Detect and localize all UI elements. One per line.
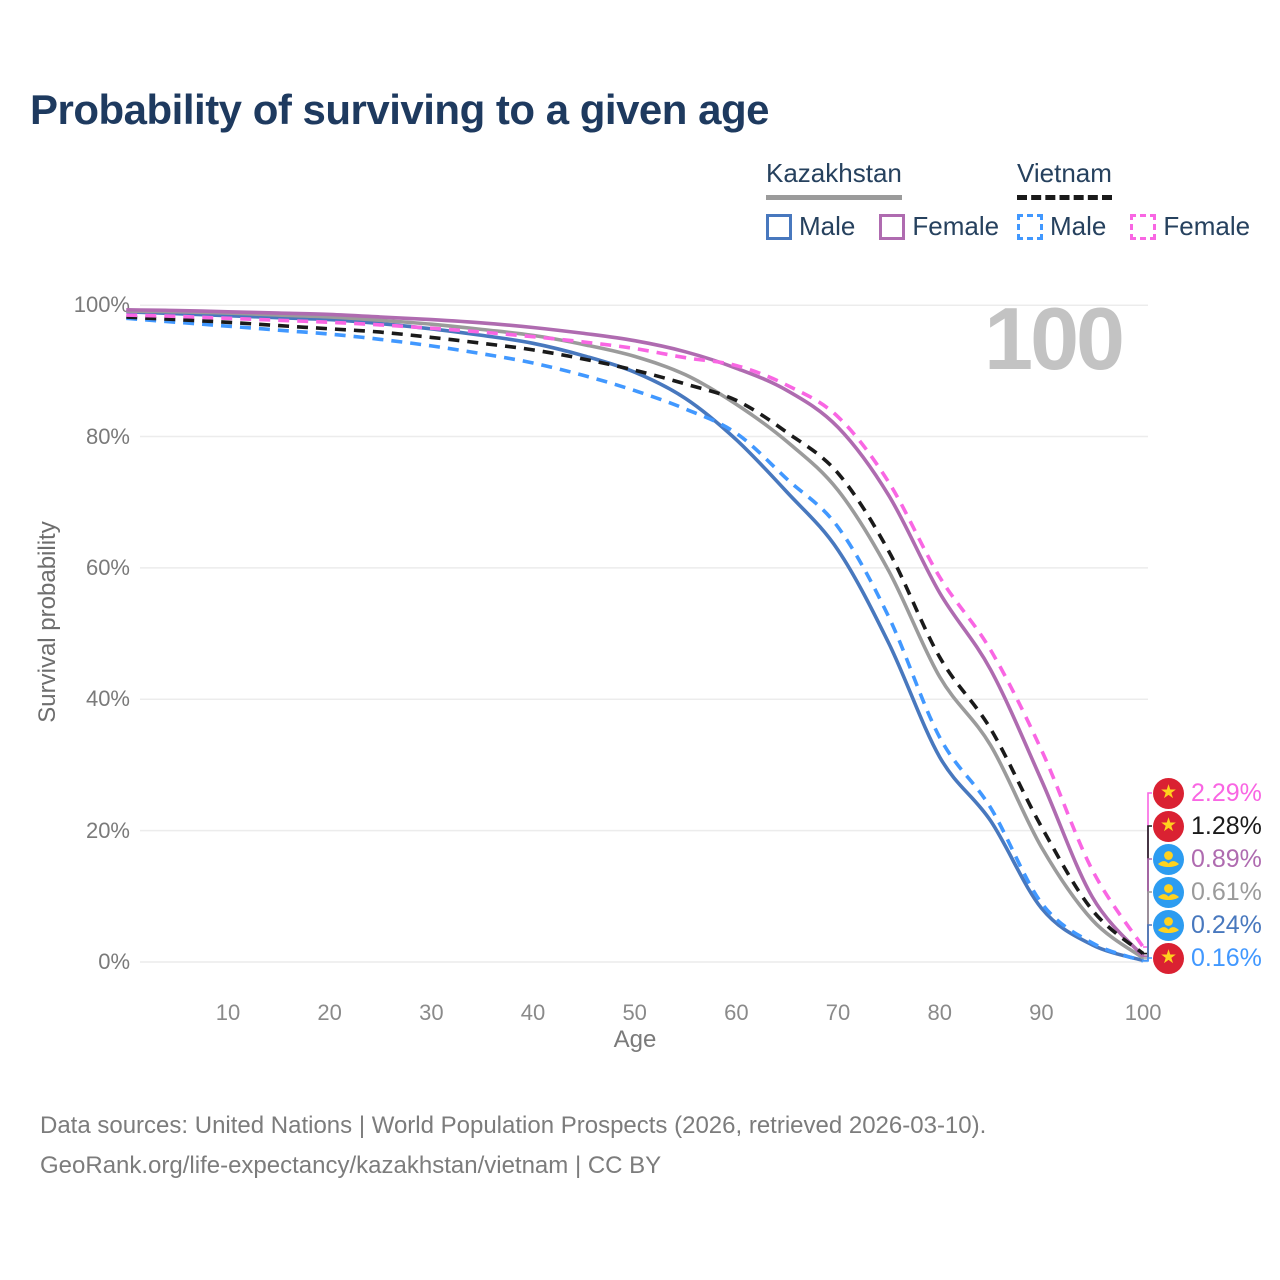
end-label-value: 1.28% (1191, 811, 1262, 840)
data-source-line-1: Data sources: United Nations | World Pop… (40, 1112, 987, 1139)
star-icon: ★ (1159, 781, 1178, 803)
end-label-value: 2.29% (1191, 778, 1262, 807)
y-tick-80%: 80% (85, 423, 130, 449)
end-label-connector-kazakhstan-male (1143, 924, 1152, 962)
y-tick-40%: 40% (85, 686, 130, 712)
end-label-vietnam-female: ★ 2.29% (1153, 777, 1262, 809)
x-tick-100: 100 (1124, 1000, 1162, 1025)
end-label-connector-vietnam-both-sexes (1143, 825, 1152, 955)
legend-group-kazakhstan: Kazakhstan Male Female (766, 158, 1023, 242)
sun-eagle-icon (1158, 916, 1179, 933)
end-label-connector-kazakhstan-female (1143, 858, 1152, 957)
sun-eagle-icon (1158, 850, 1179, 867)
chart-title: Probability of surviving to a given age (30, 86, 769, 133)
end-label-connector-vietnam-female (1143, 792, 1152, 948)
legend-item-vietnam-female[interactable]: Female (1130, 211, 1250, 242)
y-tick-20%: 20% (85, 817, 130, 843)
legend-label: Female (912, 211, 1000, 241)
legend-label: Male (1050, 211, 1107, 241)
end-label-kazakhstan-male: 0.24% (1153, 909, 1262, 941)
x-tick-90: 90 (1029, 1000, 1054, 1025)
sun-eagle-icon (1158, 883, 1179, 900)
series-line-kazakhstan-female (126, 308, 1145, 958)
legend-swatch-kazakhstan-male[interactable] (766, 213, 792, 240)
vietnam-flag-icon: ★ (1153, 777, 1184, 809)
kazakhstan-flag-icon (1153, 909, 1184, 941)
star-icon: ★ (1159, 814, 1178, 836)
y-tick-60%: 60% (85, 554, 130, 580)
legend-item-kazakhstan-female[interactable]: Female (879, 211, 999, 242)
end-label-connector-kazakhstan-both-sexes (1143, 891, 1152, 959)
x-tick-80: 80 (927, 1000, 952, 1025)
legend-item-kazakhstan-male[interactable]: Male (766, 211, 855, 242)
end-label-connector-vietnam-male (1143, 957, 1152, 962)
vietnam-flag-icon: ★ (1153, 810, 1184, 842)
series-line-vietnam-both-sexes (126, 315, 1145, 955)
legend-country-vietnam: Vietnam (1017, 158, 1112, 200)
legend-group-vietnam: Vietnam Male Female (1017, 158, 1274, 242)
end-label-value: 0.61% (1191, 877, 1262, 906)
x-tick-70: 70 (825, 1000, 851, 1025)
series-line-kazakhstan-both-sexes (126, 309, 1145, 960)
x-tick-50: 50 (622, 1000, 647, 1025)
series-line-vietnam-male (126, 316, 1144, 963)
series-line-vietnam-female (126, 313, 1145, 948)
end-label-value: 0.24% (1191, 910, 1262, 939)
legend-label: Female (1163, 211, 1251, 241)
end-label-value: 0.16% (1191, 943, 1262, 972)
age-watermark: 100 (984, 289, 1125, 388)
series-line-kazakhstan-male (126, 310, 1144, 963)
footer: Data sources: United Nations | World Pop… (40, 1106, 986, 1186)
end-label-kazakhstan-female: 0.89% (1153, 843, 1262, 875)
legend-label: Male (799, 211, 856, 241)
x-tick-10: 10 (215, 1000, 241, 1025)
end-label-kazakhstan-both-sexes: 0.61% (1153, 876, 1262, 908)
x-axis-title: Age (613, 1026, 657, 1053)
vietnam-flag-icon: ★ (1153, 942, 1184, 974)
legend-item-vietnam-male[interactable]: Male (1017, 211, 1106, 242)
data-source-line-2: GeoRank.org/life-expectancy/kazakhstan/v… (40, 1152, 662, 1179)
kazakhstan-flag-icon (1153, 843, 1184, 875)
end-label-vietnam-male: ★ 0.16% (1153, 942, 1262, 974)
end-label-vietnam-both-sexes: ★ 1.28% (1153, 810, 1262, 842)
x-tick-40: 40 (520, 1000, 546, 1025)
y-tick-0%: 0% (98, 949, 130, 974)
end-label-value: 0.89% (1191, 844, 1262, 873)
star-icon: ★ (1159, 946, 1178, 968)
kazakhstan-flag-icon (1153, 876, 1184, 908)
legend-swatch-vietnam-male[interactable] (1017, 213, 1043, 240)
legend-swatch-vietnam-female[interactable] (1130, 213, 1157, 240)
x-tick-20: 20 (317, 1000, 342, 1025)
legend-swatch-kazakhstan-female[interactable] (879, 213, 906, 240)
x-tick-30: 30 (419, 1000, 444, 1025)
legend-country-kazakhstan: Kazakhstan (766, 158, 902, 200)
y-tick-100%: 100% (73, 292, 130, 318)
x-tick-60: 60 (724, 1000, 749, 1025)
